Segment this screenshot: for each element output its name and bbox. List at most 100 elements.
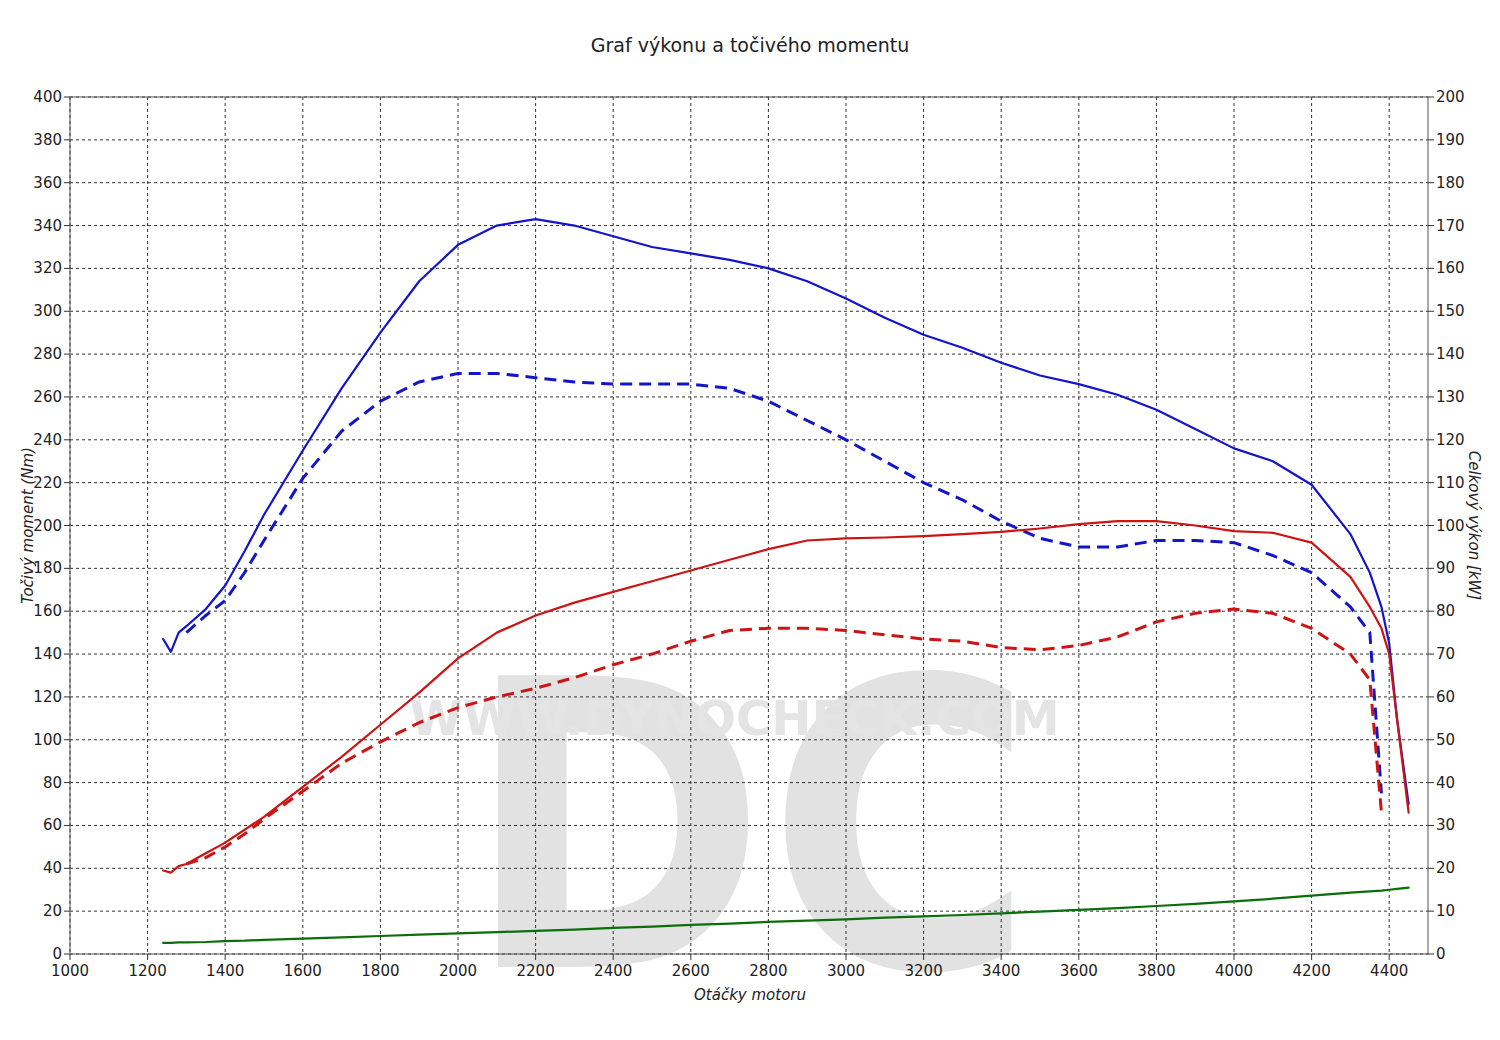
tick-y <box>64 97 70 98</box>
grid-line-y <box>70 611 1428 612</box>
tick-x <box>458 954 459 960</box>
tick-label-x: 3000 <box>827 962 865 980</box>
grid-line-y <box>70 568 1428 569</box>
tick-y2 <box>1428 782 1434 783</box>
grid-line-x <box>1311 97 1312 954</box>
tick-y <box>64 782 70 783</box>
tick-y2 <box>1428 396 1434 397</box>
tick-y2 <box>1428 268 1434 269</box>
tick-y2 <box>1428 525 1434 526</box>
tick-x <box>923 954 924 960</box>
tick-y <box>64 311 70 312</box>
y-axis-label: Točivý moment (Nm) <box>19 447 37 604</box>
grid-line-y <box>70 825 1428 826</box>
tick-label-y: 100 <box>33 731 62 749</box>
plot-area <box>163 219 1408 943</box>
tick-label-x: 2200 <box>517 962 555 980</box>
tick-label-y2: 170 <box>1436 217 1465 235</box>
grid-line-y <box>70 182 1428 183</box>
tick-x <box>302 954 303 960</box>
chart: DCWWW.DYNOCHECK.COM100012001400160018002… <box>0 0 1500 1040</box>
tick-label-x: 1800 <box>361 962 399 980</box>
tick-y <box>64 139 70 140</box>
tick-y <box>64 611 70 612</box>
tick-x <box>1311 954 1312 960</box>
grid-line-y <box>70 696 1428 697</box>
grid-line-x <box>225 97 226 954</box>
grid-line-y <box>70 225 1428 226</box>
tick-label-y2: 90 <box>1436 559 1455 577</box>
grid-line-y <box>70 396 1428 397</box>
tick-label-y2: 160 <box>1436 259 1465 277</box>
tick-label-y: 200 <box>33 517 62 535</box>
tick-label-y: 120 <box>33 688 62 706</box>
tick-y2 <box>1428 868 1434 869</box>
tick-y <box>64 911 70 912</box>
series-line <box>186 373 1381 793</box>
tick-x <box>1001 954 1002 960</box>
tick-label-x: 1600 <box>284 962 322 980</box>
grid-line-x <box>147 97 148 954</box>
tick-x <box>613 954 614 960</box>
series-line <box>163 219 1408 804</box>
tick-label-x: 3600 <box>1060 962 1098 980</box>
tick-x <box>380 954 381 960</box>
tick-y2 <box>1428 696 1434 697</box>
tick-y2 <box>1428 611 1434 612</box>
tick-y2 <box>1428 354 1434 355</box>
tick-x <box>846 954 847 960</box>
tick-label-y: 240 <box>33 431 62 449</box>
tick-label-y: 140 <box>33 645 62 663</box>
tick-y2 <box>1428 182 1434 183</box>
tick-y2 <box>1428 654 1434 655</box>
grid-line-x <box>302 97 303 954</box>
tick-label-y: 400 <box>33 88 62 106</box>
grid-line-y <box>70 782 1428 783</box>
grid-line-y <box>70 139 1428 140</box>
grid-line-y <box>70 268 1428 269</box>
tick-label-y2: 120 <box>1436 431 1465 449</box>
tick-label-y2: 100 <box>1436 517 1465 535</box>
tick-label-x: 4400 <box>1370 962 1408 980</box>
tick-label-y: 260 <box>33 388 62 406</box>
tick-y <box>64 954 70 955</box>
tick-y <box>64 482 70 483</box>
grid-line-x <box>1389 97 1390 954</box>
grid <box>70 97 1428 954</box>
tick-y <box>64 268 70 269</box>
tick-label-y: 300 <box>33 302 62 320</box>
tick-label-y2: 60 <box>1436 688 1455 706</box>
tick-label-y: 40 <box>43 859 62 877</box>
tick-y <box>64 354 70 355</box>
tick-label-y2: 130 <box>1436 388 1465 406</box>
axes: 1000120014001600180020002200240026002800… <box>33 88 1464 980</box>
tick-label-x: 2000 <box>439 962 477 980</box>
tick-y2 <box>1428 139 1434 140</box>
tick-x <box>1156 954 1157 960</box>
tick-label-y: 220 <box>33 474 62 492</box>
tick-label-y2: 0 <box>1436 945 1446 963</box>
grid-line-y <box>70 911 1428 912</box>
grid-line-y <box>70 439 1428 440</box>
grid-line-x <box>535 97 536 954</box>
tick-y2 <box>1428 954 1434 955</box>
tick-y <box>64 568 70 569</box>
tick-label-x: 4200 <box>1293 962 1331 980</box>
tick-y <box>64 654 70 655</box>
tick-label-y: 340 <box>33 217 62 235</box>
tick-label-y2: 140 <box>1436 345 1465 363</box>
tick-label-y: 360 <box>33 174 62 192</box>
tick-y <box>64 396 70 397</box>
tick-y2 <box>1428 311 1434 312</box>
tick-y2 <box>1428 439 1434 440</box>
tick-x <box>535 954 536 960</box>
tick-label-y: 20 <box>43 902 62 920</box>
tick-y2 <box>1428 97 1434 98</box>
tick-label-y: 80 <box>43 774 62 792</box>
tick-x <box>1078 954 1079 960</box>
tick-y <box>64 225 70 226</box>
tick-label-y: 160 <box>33 602 62 620</box>
tick-label-x: 1000 <box>51 962 89 980</box>
tick-y <box>64 868 70 869</box>
tick-label-x: 2400 <box>594 962 632 980</box>
